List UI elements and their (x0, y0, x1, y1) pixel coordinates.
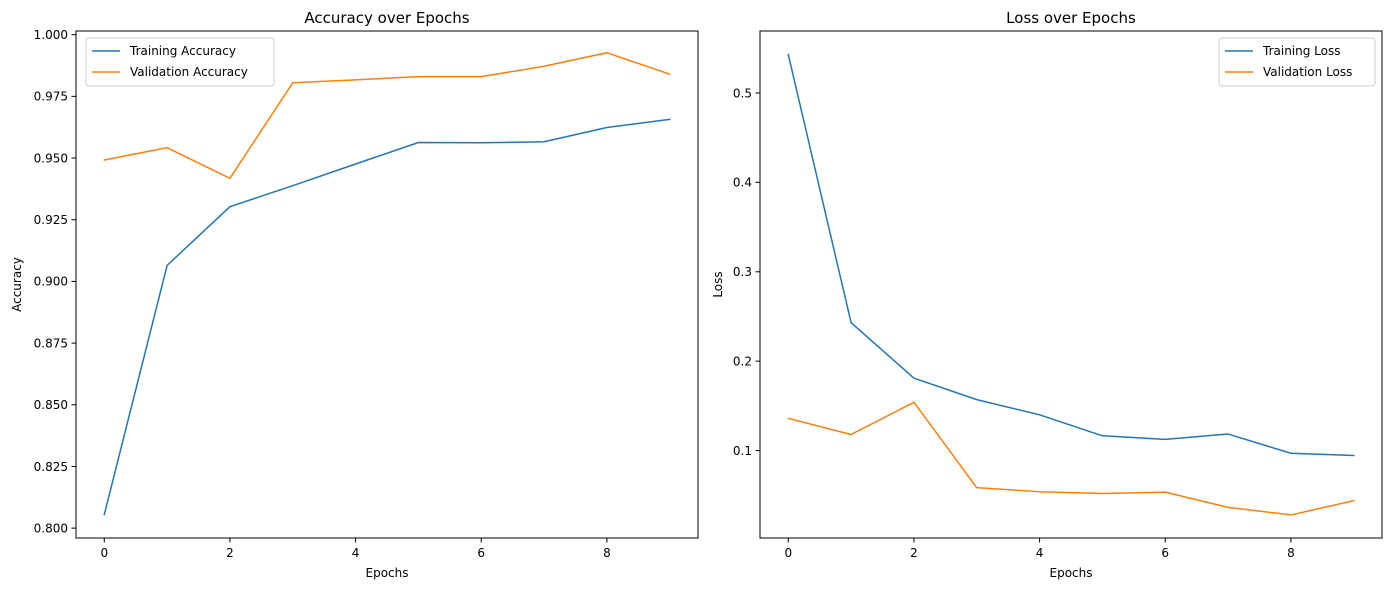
series-line-training-accuracy (103, 118, 671, 516)
x-tick-label: 4 (1036, 546, 1044, 560)
y-tick-label: 0.875 (34, 336, 68, 350)
y-tick-label: 0.5 (733, 86, 752, 100)
x-axis-label: Epochs (366, 566, 409, 580)
x-tick-label: 6 (1161, 546, 1169, 560)
x-tick-label: 8 (603, 546, 611, 560)
series-line-validation-accuracy (103, 51, 671, 180)
x-tick-label: 6 (477, 546, 485, 560)
x-tick-label: 4 (352, 546, 360, 560)
legend: Training Loss Validation Loss (1218, 37, 1376, 87)
legend-label-validation-loss: Validation Loss (1263, 65, 1352, 79)
plot-lines (787, 53, 1355, 516)
axes-frame (75, 30, 699, 539)
y-axis-label: Accuracy (10, 257, 24, 312)
legend-label-training-loss: Training Loss (1262, 44, 1340, 58)
y-tick-label: 0.900 (34, 275, 68, 289)
axes-frame (759, 30, 1383, 539)
chart-title: Loss over Epochs (1006, 9, 1136, 27)
x-axis-label: Epochs (1050, 566, 1093, 580)
y-tick-label: 0.4 (733, 176, 752, 190)
legend-label-validation-accuracy: Validation Accuracy (130, 65, 248, 79)
y-axis: 0.800 0.825 0.850 0.875 0.900 0.925 0.950 0.975… (34, 28, 76, 535)
series-line-validation-loss (787, 401, 1355, 516)
y-tick-label: 0.2 (733, 354, 752, 368)
y-axis: 0.1 0.2 0.3 0.4 0.5 (733, 86, 760, 458)
x-tick-label: 0 (100, 546, 108, 560)
x-tick-label: 8 (1287, 546, 1295, 560)
y-tick-label: 0.950 (34, 151, 68, 165)
y-tick-label: 0.925 (34, 213, 68, 227)
x-axis: 0 2 4 6 8 (784, 538, 1295, 560)
y-tick-label: 0.850 (34, 398, 68, 412)
legend-box (1218, 37, 1376, 87)
y-tick-label: 0.975 (34, 90, 68, 104)
legend-label-training-accuracy: Training Accuracy (129, 44, 236, 58)
legend-box (85, 37, 275, 87)
y-tick-label: 0.1 (733, 444, 752, 458)
series-line-training-loss (787, 53, 1355, 457)
plot-lines (103, 51, 671, 516)
x-tick-label: 2 (910, 546, 918, 560)
y-tick-label: 1.000 (34, 28, 68, 42)
y-axis-label: Loss (711, 271, 725, 297)
y-tick-label: 0.825 (34, 460, 68, 474)
legend: Training Accuracy Validation Accuracy (85, 37, 275, 87)
x-tick-label: 2 (226, 546, 234, 560)
loss-chart: Loss over Epochs 0 2 4 6 8 0.1 0.2 0.3 0.4 0.5 E… (711, 9, 1383, 580)
y-tick-label: 0.3 (733, 265, 752, 279)
x-axis: 0 2 4 6 8 (100, 538, 611, 560)
chart-title: Accuracy over Epochs (304, 9, 469, 27)
x-tick-label: 0 (784, 546, 792, 560)
y-tick-label: 0.800 (34, 521, 68, 535)
